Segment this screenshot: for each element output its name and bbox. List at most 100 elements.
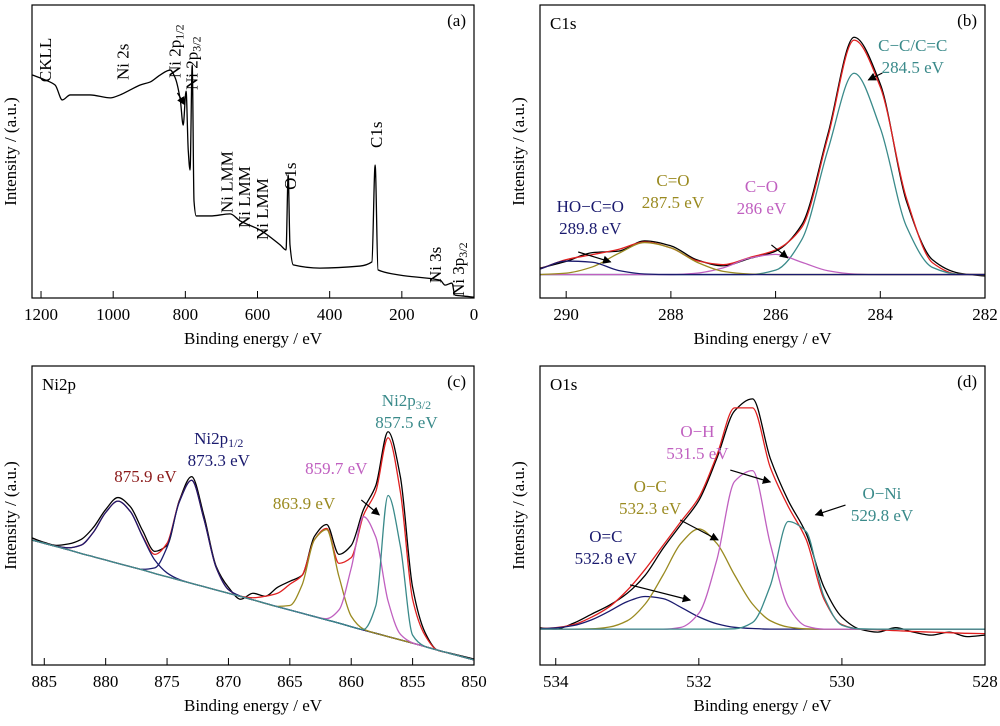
spectrum-line [540, 39, 985, 276]
annotation-text: Ni LMM [235, 166, 254, 228]
annotation-text: C−O [745, 177, 778, 196]
annotation-text: O=C [589, 527, 622, 546]
annotation: Ni 2s [113, 44, 132, 80]
annotation-text: C=O [656, 171, 689, 190]
annotation: Ni LMM [235, 166, 254, 228]
annotation-text: HO−C=O [557, 197, 624, 216]
annotation: Ni 3p3/2 [449, 242, 470, 296]
annotation: 532.3 eV [619, 499, 682, 518]
plot-frame [539, 365, 986, 666]
spectrum-line [32, 494, 474, 661]
annotation: Ni2p1/2 [194, 429, 243, 450]
annotation-text: Ni LMM [253, 178, 272, 240]
x-tick-label: 286 [763, 305, 789, 324]
annotation-text: Ni 2p [182, 52, 201, 90]
spectrum-line [540, 253, 985, 276]
panel-title: C1s [550, 14, 576, 33]
annotation: 873.3 eV [188, 451, 251, 470]
spectrum-line [540, 72, 985, 276]
x-tick-label: 400 [317, 305, 343, 324]
annotation-text: 863.9 eV [273, 494, 336, 513]
annotation: Ni 3s [426, 247, 445, 283]
x-tick-label: 200 [389, 305, 415, 324]
annotation: 875.9 eV [114, 467, 177, 486]
x-tick-label: 600 [245, 305, 271, 324]
x-tick-label: 284 [868, 305, 894, 324]
y-axis-label: Intensity / (a.u.) [509, 461, 528, 570]
x-tick-label: 0 [470, 305, 479, 324]
curves [540, 398, 985, 638]
x-tick-label: 1000 [96, 305, 130, 324]
spectrum-line [540, 407, 985, 635]
annotation: 284.5 eV [882, 58, 945, 77]
curves [32, 431, 474, 661]
arrow [360, 499, 380, 516]
panel-label: (d) [957, 372, 977, 391]
arrow [176, 92, 186, 106]
annotation: O1s [281, 162, 300, 189]
annotation: 287.5 eV [642, 193, 705, 212]
annotation-text: 284.5 eV [882, 58, 945, 77]
spectrum-line [32, 500, 474, 661]
x-tick-label: 532 [686, 672, 712, 691]
annotation-text: Ni2p [382, 391, 416, 410]
annotation-text: Ni 3s [426, 247, 445, 283]
annotation-text: 875.9 eV [114, 467, 177, 486]
y-axis-label: Intensity / (a.u.) [509, 97, 528, 206]
plot-frame [31, 365, 475, 666]
panel-title: O1s [550, 375, 577, 394]
x-tick-label: 288 [658, 305, 684, 324]
arrow [679, 519, 719, 541]
annotation: 531.5 eV [666, 444, 729, 463]
annotation: 289.8 eV [559, 219, 622, 238]
annotation: Ni 2p1/2 [165, 24, 186, 78]
annotation-text: C−C/C=C [878, 36, 947, 55]
spectrum-line [32, 431, 474, 660]
curves [32, 64, 474, 298]
annotation: C−C/C=C [878, 36, 947, 55]
spectrum-line [540, 36, 985, 277]
y-axis-label: Intensity / (a.u.) [1, 97, 20, 206]
annotation: C−O [745, 177, 778, 196]
x-tick-label: 530 [829, 672, 855, 691]
plot-frame [31, 4, 475, 299]
annotation-text: Ni2p [194, 429, 228, 448]
annotation-subscript: 3/2 [189, 36, 203, 51]
annotation: C1s [367, 122, 386, 148]
x-axis-label: Binding energy / eV [184, 696, 323, 715]
panel-title: Ni2p [42, 375, 76, 394]
x-axis-label: Binding energy / eV [693, 696, 832, 715]
annotation: 857.5 eV [375, 413, 438, 432]
x-tick-label: 282 [972, 305, 998, 324]
annotation-text: Ni LMM [217, 151, 236, 213]
panel-label: (b) [957, 11, 977, 30]
annotation: O−Ni [863, 484, 902, 503]
x-axis-label: Binding energy / eV [184, 329, 323, 348]
annotation-text: Ni 2s [113, 44, 132, 80]
x-axis-label: Binding energy / eV [693, 329, 832, 348]
annotation-text: 286 eV [737, 199, 787, 218]
arrow [814, 504, 846, 517]
annotation: 529.8 eV [851, 506, 914, 525]
x-tick-label: 885 [32, 672, 58, 691]
annotation: O−H [680, 422, 714, 441]
x-tick-label: 1200 [24, 305, 58, 324]
annotation: O−C [634, 477, 667, 496]
annotation: 286 eV [737, 199, 787, 218]
annotation: 532.8 eV [575, 549, 638, 568]
annotation: 859.7 eV [305, 459, 368, 478]
x-tick-label: 290 [553, 305, 579, 324]
annotation-text: 532.8 eV [575, 549, 638, 568]
arrow [629, 584, 692, 603]
spectrum-line [540, 595, 985, 630]
annotation-text: 873.3 eV [188, 451, 251, 470]
annotation: HO−C=O [557, 197, 624, 216]
arrow [730, 469, 772, 484]
annotation-text: 859.7 eV [305, 459, 368, 478]
x-tick-label: 860 [338, 672, 364, 691]
annotation-text: 529.8 eV [851, 506, 914, 525]
x-tick-label: 534 [543, 672, 569, 691]
annotation: C=O [656, 171, 689, 190]
